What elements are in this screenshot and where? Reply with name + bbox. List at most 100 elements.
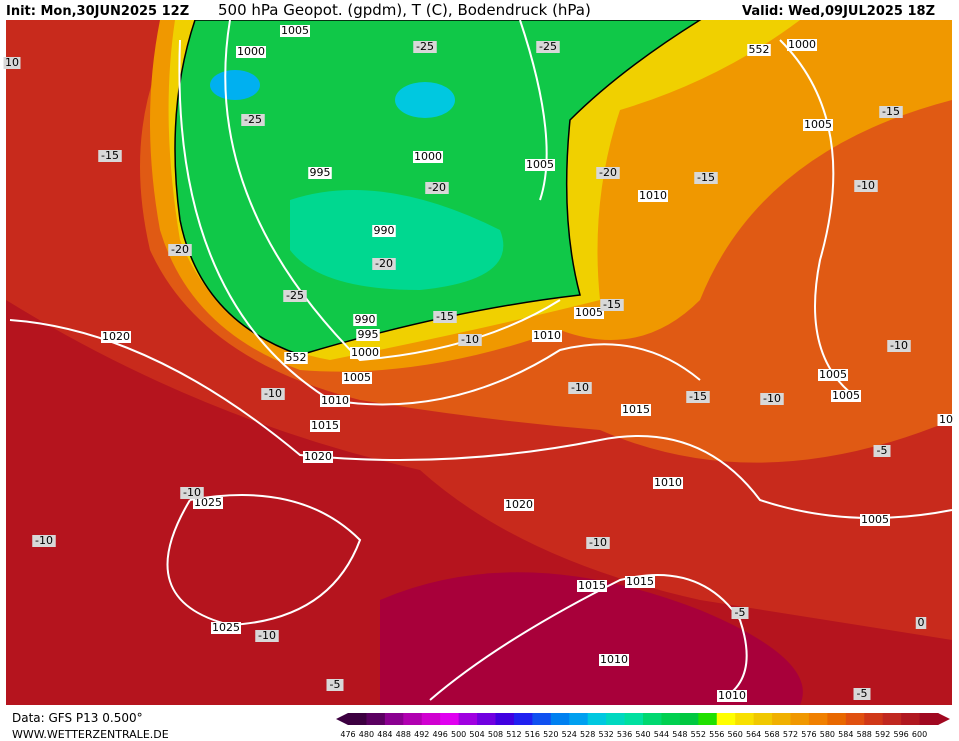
isobar-label-box — [625, 576, 655, 588]
colorbar-swatch — [477, 713, 496, 725]
isobar-label: 1005 — [526, 158, 554, 171]
temperature-label-box — [536, 41, 560, 53]
isobar-label-box — [236, 46, 266, 58]
geopotential-label: 552 — [286, 351, 307, 364]
isobar — [166, 494, 362, 627]
geopotential-label-box — [284, 352, 308, 364]
colorbar: 476 480 484 488 492 496 500 504 508 512 516 520 524 5… — [336, 713, 950, 739]
isobar-label-box — [356, 329, 380, 341]
temperature-label-box — [596, 167, 620, 179]
colorbar-label: 504 — [469, 730, 484, 739]
colorbar-label: 476 — [340, 730, 355, 739]
temperature-label-box — [600, 299, 624, 311]
temperature-label: -15 — [882, 105, 900, 118]
temperature-label: -25 — [244, 113, 262, 126]
temperature-label: -15 — [689, 390, 707, 403]
colorbar-swatch — [698, 713, 718, 725]
temperature-label-box — [433, 311, 457, 323]
colorbar-label: 568 — [764, 730, 779, 739]
isobar-label-box — [638, 190, 668, 202]
colorbar-label: 500 — [451, 730, 466, 739]
temperature-label-box — [180, 487, 204, 499]
temperature-label: -25 — [286, 289, 304, 302]
temperature-label: 0 — [918, 616, 925, 629]
temperature-label-box — [873, 445, 891, 457]
colorbar-swatch — [348, 713, 367, 725]
temperature-label-box — [283, 290, 307, 302]
isobar-label: 1005 — [281, 24, 309, 37]
colorbar-swatch — [772, 713, 791, 725]
temperature-label: -10 — [183, 486, 201, 499]
colorbar-label: 520 — [543, 730, 558, 739]
isobar-label: 1015 — [578, 579, 606, 592]
temperature-label-box — [372, 258, 396, 270]
temperature-label-box — [731, 607, 749, 619]
colorbar-swatch — [901, 713, 921, 725]
isobar-label: 1010 — [533, 329, 561, 342]
temperature-label-box — [854, 180, 878, 192]
isobar-label: 1025 — [212, 621, 240, 634]
isobar-label-box — [303, 451, 333, 463]
temperature-label: -10 — [35, 534, 53, 547]
colorbar-swatch — [495, 713, 515, 725]
colorbar-arrow — [938, 713, 950, 725]
isobar-label: 10 — [939, 413, 953, 426]
isobar-label: 1005 — [575, 306, 603, 319]
isobar-label: 1020 — [304, 450, 332, 463]
colorbar-swatch — [827, 713, 847, 725]
init-time: Init: Mon,30JUN2025 12Z — [6, 4, 189, 19]
isobar-label-box — [831, 390, 861, 402]
isobar-label-box — [937, 414, 955, 426]
data-source: Data: GFS P13 0.500° — [12, 711, 143, 725]
colorbar-label: 492 — [414, 730, 429, 739]
temperature-label-box — [98, 150, 122, 162]
map-labels: 1005100099510009909909951000100510101015… — [3, 24, 955, 702]
colorbar-label: 488 — [396, 730, 411, 739]
temperature-label: -20 — [171, 243, 189, 256]
colorbar-label: 580 — [820, 730, 835, 739]
isobar-label-box — [320, 395, 350, 407]
isobar-label-box — [308, 167, 332, 179]
temperature-label: -15 — [436, 310, 454, 323]
temperature-label-box — [879, 106, 903, 118]
valid-time: Valid: Wed,09JUL2025 18Z — [742, 4, 935, 19]
colorbar-swatch — [882, 713, 902, 725]
colorbar-swatch — [679, 713, 699, 725]
isobar-label-box — [574, 307, 604, 319]
colorbar-swatch — [808, 713, 828, 725]
isobar-label-box — [803, 119, 833, 131]
temperature-label: -10 — [571, 381, 589, 394]
colorbar-swatch — [606, 713, 626, 725]
temperature-label-box — [458, 334, 482, 346]
colorbar-label: 564 — [746, 730, 761, 739]
temperature-label-box — [261, 388, 285, 400]
isobar — [178, 39, 701, 406]
colorbar-swatch — [661, 713, 681, 725]
colorbar-label: 548 — [672, 730, 687, 739]
temperature-label-box — [255, 630, 279, 642]
colorbar-swatch — [403, 713, 423, 725]
colorbar-swatch — [440, 713, 460, 725]
colorbar-arrow — [336, 713, 348, 725]
temperature-label-box — [915, 617, 927, 629]
colorbar-swatch — [624, 713, 644, 725]
isobar-label-box — [717, 690, 747, 702]
map-field — [6, 19, 952, 705]
isobar-label-box — [413, 151, 443, 163]
temperature-label-box — [694, 172, 718, 184]
temperature-label-box — [413, 41, 437, 53]
temperature-label: 10 — [5, 56, 19, 69]
isobar-label-box — [818, 369, 848, 381]
geopotential-label: 552 — [749, 43, 770, 56]
temperature-label: -25 — [416, 40, 434, 53]
isobar-label-box — [310, 420, 340, 432]
colorbar-label: 484 — [377, 730, 392, 739]
field-cold — [395, 82, 455, 118]
isobar-label-box — [211, 622, 241, 634]
isobar-label: 990 — [374, 224, 395, 237]
colorbar-swatch — [458, 713, 478, 725]
colorbar-swatch — [513, 713, 533, 725]
colorbar-label: 528 — [580, 730, 595, 739]
colorbar-label: 588 — [857, 730, 872, 739]
